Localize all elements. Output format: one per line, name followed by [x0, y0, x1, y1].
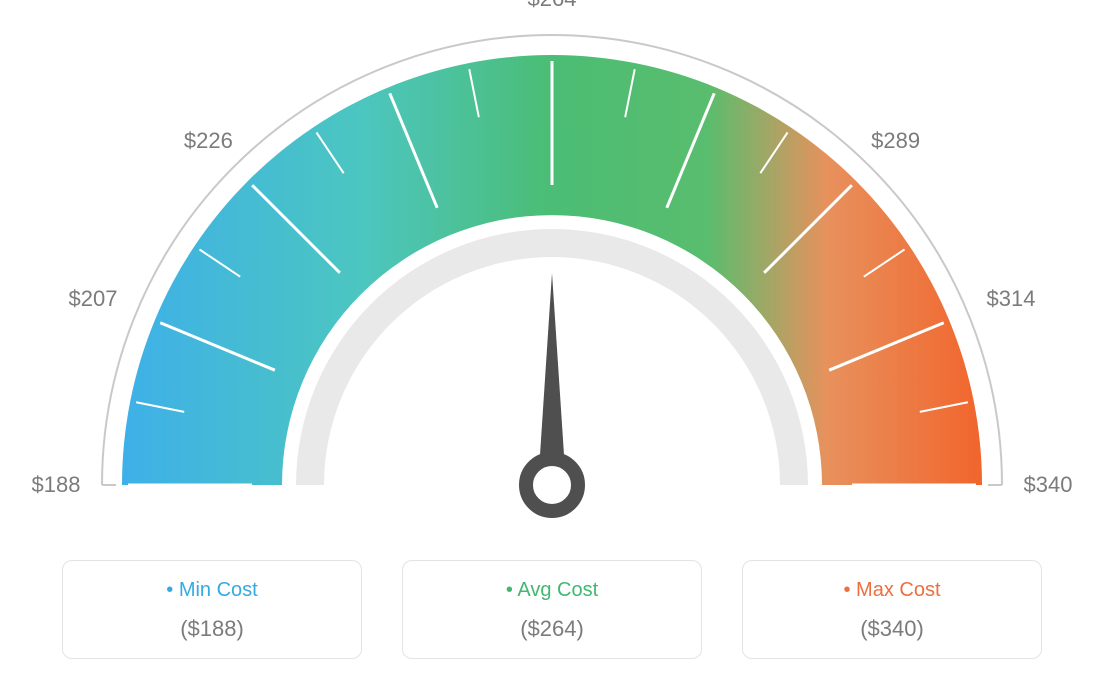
- legend-title-avg: Avg Cost: [413, 579, 691, 602]
- legend-value-min: ($188): [73, 616, 351, 642]
- legend-value-max: ($340): [753, 616, 1031, 642]
- legend-card-min: Min Cost ($188): [62, 560, 362, 659]
- legend-row: Min Cost ($188) Avg Cost ($264) Max Cost…: [0, 560, 1104, 659]
- gauge-tick-label: $226: [184, 128, 233, 154]
- legend-card-avg: Avg Cost ($264): [402, 560, 702, 659]
- gauge-tick-label: $314: [987, 286, 1036, 312]
- legend-card-max: Max Cost ($340): [742, 560, 1042, 659]
- legend-value-avg: ($264): [413, 616, 691, 642]
- gauge-tick-label: $340: [1024, 472, 1073, 498]
- gauge-tick-label: $264: [528, 0, 577, 12]
- gauge-tick-label: $188: [32, 472, 81, 498]
- gauge-tick-label: $207: [69, 286, 118, 312]
- gauge-tick-label: $289: [871, 128, 920, 154]
- gauge-chart: $188 $207 $226 $264 $289 $314 $340: [0, 0, 1104, 560]
- legend-title-max: Max Cost: [753, 579, 1031, 602]
- legend-title-min: Min Cost: [73, 579, 351, 602]
- gauge-svg: [0, 0, 1104, 560]
